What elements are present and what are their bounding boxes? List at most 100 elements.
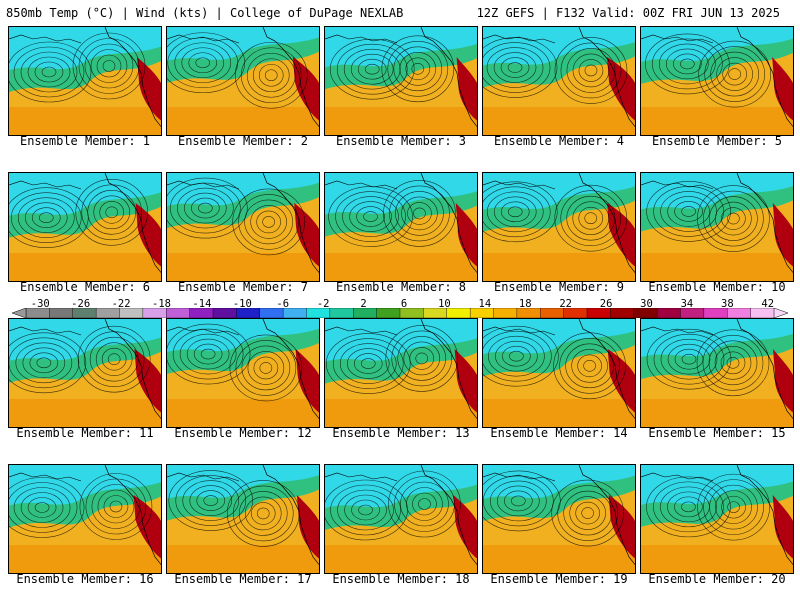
- temperature-map: [483, 465, 635, 573]
- temperature-map: [325, 27, 477, 135]
- colorbar-segment: [306, 308, 331, 318]
- ensemble-member-label: Ensemble Member: 9: [493, 280, 625, 294]
- ensemble-member-label: Ensemble Member: 12: [174, 426, 312, 440]
- colorbar-right-arrow: [773, 308, 788, 318]
- ensemble-map-panel: [482, 26, 636, 136]
- colorbar-tick-label: 2: [360, 298, 367, 310]
- colorbar-segment: [586, 308, 611, 318]
- ensemble-member-label: Ensemble Member: 17: [174, 572, 312, 586]
- colorbar-strip: [12, 308, 788, 318]
- ensemble-map-panel: [8, 318, 162, 428]
- colorbar-segment: [469, 308, 494, 318]
- temperature-map: [9, 27, 161, 135]
- ensemble-map-panel: [324, 26, 478, 136]
- colorbar-segment: [142, 308, 167, 318]
- colorbar-segment: [166, 308, 191, 318]
- colorbar-tick-label: 30: [640, 298, 653, 310]
- colorbar-tick-label: -18: [152, 298, 171, 310]
- ensemble-member-label: Ensemble Member: 13: [332, 426, 470, 440]
- temperature-map: [167, 465, 319, 573]
- ensemble-member-label: Ensemble Member: 6: [19, 280, 151, 294]
- colorbar-tick-label: 10: [438, 298, 451, 310]
- ensemble-member-label: Ensemble Member: 18: [332, 572, 470, 586]
- colorbar-segment: [727, 308, 752, 318]
- ensemble-map-panel: [8, 172, 162, 282]
- temperature-map: [641, 27, 793, 135]
- colorbar-tick-label: -30: [30, 298, 50, 310]
- temperature-map: [641, 319, 793, 427]
- colorbar-segment: [95, 308, 120, 318]
- colorbar-segment: [633, 308, 658, 318]
- ensemble-map-panel: [640, 172, 794, 282]
- ensemble-member-label: Ensemble Member: 5: [651, 134, 783, 148]
- colorbar-segment: [423, 308, 448, 318]
- temperature-map: [167, 27, 319, 135]
- colorbar-segment: [610, 308, 635, 318]
- ensemble-member-label: Ensemble Member: 1: [19, 134, 151, 148]
- colorbar-segment: [376, 308, 401, 318]
- temperature-map: [325, 465, 477, 573]
- colorbar-tick-label: 26: [599, 298, 613, 310]
- colorbar-segment: [516, 308, 541, 318]
- ensemble-map-panel: [166, 26, 320, 136]
- temperature-map: [9, 319, 161, 427]
- ensemble-member-label: Ensemble Member: 2: [177, 134, 309, 148]
- colorbar-tick-label: 34: [680, 298, 694, 310]
- colorbar-tick-label: -22: [111, 298, 131, 310]
- colorbar-segment: [236, 308, 261, 318]
- ensemble-map-panel: [8, 26, 162, 136]
- ensemble-map-panel: [482, 464, 636, 574]
- ensemble-member-label: Ensemble Member: 15: [648, 426, 786, 440]
- colorbar-segment: [49, 308, 74, 318]
- colorbar-tick-label: -14: [192, 298, 212, 310]
- colorbar-tick-label: 42: [761, 298, 775, 310]
- temperature-map: [167, 173, 319, 281]
- colorbar-segment: [329, 308, 354, 318]
- colorbar-segment: [259, 308, 284, 318]
- colorbar-segment: [493, 308, 518, 318]
- temperature-map: [325, 319, 477, 427]
- colorbar: -30 -26 -22 -18 -14 -10 -6 -2 2 6 10 14 18 22 26 30 34 38…: [12, 298, 788, 320]
- colorbar-segment: [189, 308, 214, 318]
- temperature-map: [167, 319, 319, 427]
- chart-header: 850mb Temp (°C) | Wind (kts) | College o…: [0, 0, 800, 24]
- colorbar-segment: [750, 308, 775, 318]
- ensemble-map-panel: [8, 464, 162, 574]
- ensemble-member-label: Ensemble Member: 10: [648, 280, 786, 294]
- colorbar-tick-label: 38: [721, 298, 734, 310]
- colorbar-segment: [703, 308, 728, 318]
- ensemble-map-panel: [640, 318, 794, 428]
- chart-title: 850mb Temp (°C) | Wind (kts) | College o…: [6, 6, 404, 20]
- colorbar-tick-label: 22: [559, 298, 572, 310]
- colorbar-segment: [25, 308, 50, 318]
- ensemble-member-label: Ensemble Member: 16: [16, 572, 154, 586]
- ensemble-member-label: Ensemble Member: 11: [16, 426, 154, 440]
- colorbar-tick-label: -6: [276, 298, 290, 310]
- ensemble-map-panel: [482, 172, 636, 282]
- temperature-map: [9, 465, 161, 573]
- temperature-map: [641, 465, 793, 573]
- ensemble-map-panel: [640, 26, 794, 136]
- ensemble-map-panel: [166, 172, 320, 282]
- colorbar-tick-label: 14: [478, 298, 492, 310]
- ensemble-member-label: Ensemble Member: 3: [335, 134, 467, 148]
- ensemble-member-label: Ensemble Member: 8: [335, 280, 467, 294]
- colorbar-segment: [212, 308, 237, 318]
- ensemble-member-label: Ensemble Member: 4: [493, 134, 625, 148]
- temperature-map: [9, 173, 161, 281]
- ensemble-map-panel: [324, 464, 478, 574]
- temperature-map: [641, 173, 793, 281]
- colorbar-segment: [353, 308, 378, 318]
- colorbar-segment: [72, 308, 97, 318]
- colorbar-segment: [399, 308, 424, 318]
- colorbar-left-arrow: [12, 308, 27, 318]
- temperature-map: [483, 27, 635, 135]
- ensemble-member-label: Ensemble Member: 19: [490, 572, 628, 586]
- temperature-map: [483, 173, 635, 281]
- temperature-map: [483, 319, 635, 427]
- colorbar-tick-label: -10: [232, 298, 252, 310]
- colorbar-segment: [119, 308, 144, 318]
- ensemble-map-panel: [166, 318, 320, 428]
- ensemble-member-label: Ensemble Member: 7: [177, 280, 309, 294]
- valid-time: 12Z GEFS | F132 Valid: 00Z FRI JUN 13 20…: [476, 6, 780, 20]
